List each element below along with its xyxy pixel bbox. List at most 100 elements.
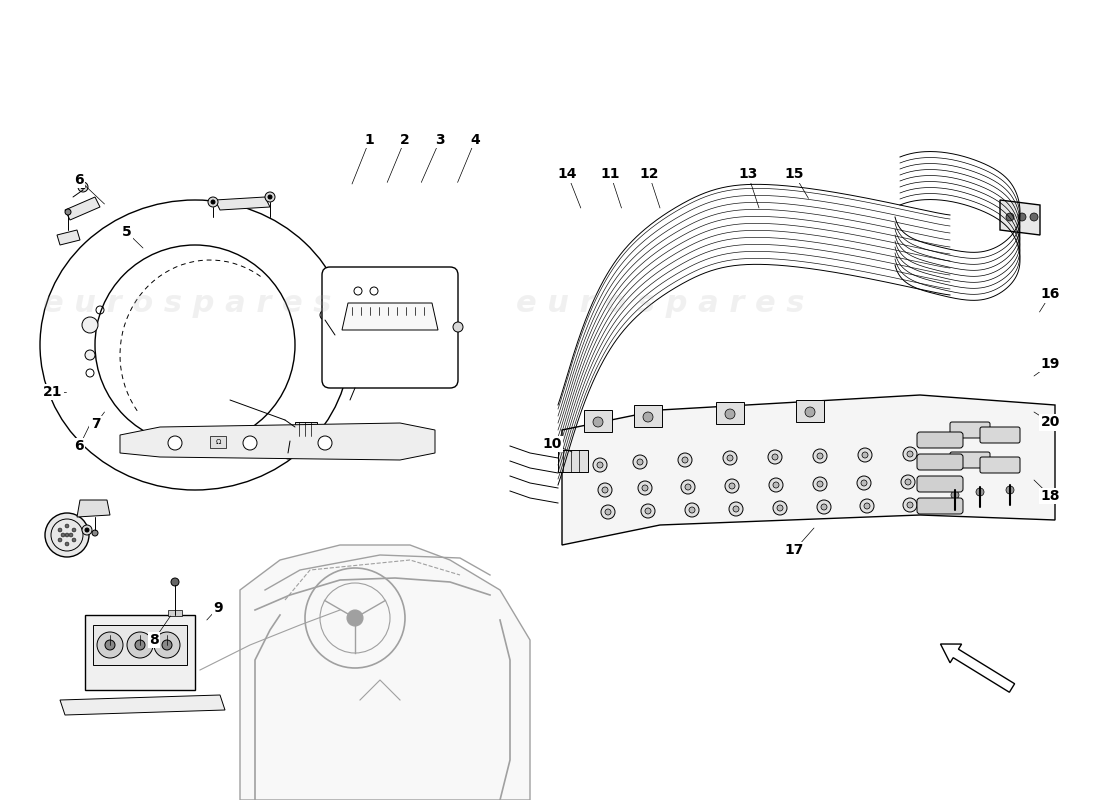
Circle shape (632, 455, 647, 469)
Polygon shape (60, 695, 226, 715)
Text: 1: 1 (365, 133, 374, 147)
Circle shape (65, 542, 69, 546)
Text: 5: 5 (122, 225, 131, 239)
Circle shape (208, 197, 218, 207)
Circle shape (769, 478, 783, 492)
Circle shape (95, 245, 295, 445)
Circle shape (593, 417, 603, 427)
Circle shape (821, 504, 827, 510)
Circle shape (862, 452, 868, 458)
Bar (558, 450, 589, 472)
Circle shape (681, 480, 695, 494)
Circle shape (81, 185, 85, 189)
Circle shape (817, 481, 823, 487)
Circle shape (725, 479, 739, 493)
Circle shape (642, 485, 648, 491)
Bar (94, 625, 187, 665)
Circle shape (772, 454, 778, 460)
Circle shape (104, 640, 116, 650)
Circle shape (58, 528, 62, 532)
Text: e u r o s p a r e s: e u r o s p a r e s (516, 290, 804, 318)
Circle shape (60, 533, 65, 537)
Bar (634, 405, 662, 427)
Circle shape (817, 453, 823, 459)
Text: Ω: Ω (216, 439, 221, 445)
Circle shape (1006, 213, 1014, 221)
Circle shape (638, 481, 652, 495)
Circle shape (858, 448, 872, 462)
Text: 13: 13 (738, 167, 758, 182)
Circle shape (645, 508, 651, 514)
Circle shape (773, 501, 786, 515)
Circle shape (725, 409, 735, 419)
Circle shape (857, 476, 871, 490)
Bar (295, 422, 317, 436)
Circle shape (901, 475, 915, 489)
Circle shape (168, 436, 182, 450)
Text: 4: 4 (471, 133, 480, 147)
Circle shape (65, 533, 69, 537)
Circle shape (733, 506, 739, 512)
Circle shape (685, 484, 691, 490)
Polygon shape (65, 197, 100, 220)
FancyBboxPatch shape (980, 427, 1020, 443)
Circle shape (689, 507, 695, 513)
Text: 7: 7 (91, 417, 100, 431)
Circle shape (265, 192, 275, 202)
Circle shape (320, 310, 330, 320)
Circle shape (453, 322, 463, 332)
Circle shape (723, 451, 737, 465)
Circle shape (601, 505, 615, 519)
Polygon shape (1000, 200, 1040, 235)
Circle shape (903, 447, 917, 461)
Circle shape (864, 503, 870, 509)
Polygon shape (77, 500, 110, 517)
Circle shape (97, 632, 123, 658)
FancyBboxPatch shape (917, 454, 962, 470)
Circle shape (644, 412, 653, 422)
Circle shape (126, 632, 153, 658)
Circle shape (69, 533, 73, 537)
Text: 11: 11 (601, 167, 620, 182)
Circle shape (598, 483, 612, 497)
Ellipse shape (40, 200, 350, 490)
Text: 17: 17 (784, 543, 804, 558)
Circle shape (170, 578, 179, 586)
Text: e u r o s p a r e s: e u r o s p a r e s (43, 290, 331, 318)
Circle shape (685, 503, 698, 517)
Circle shape (908, 502, 913, 508)
FancyArrow shape (940, 644, 1014, 692)
Polygon shape (342, 303, 438, 330)
Text: 12: 12 (639, 167, 659, 182)
Circle shape (243, 436, 257, 450)
Circle shape (162, 640, 172, 650)
Circle shape (952, 491, 959, 499)
Circle shape (908, 451, 913, 457)
Polygon shape (120, 423, 434, 460)
Circle shape (331, 334, 339, 342)
Circle shape (78, 182, 88, 192)
Circle shape (82, 525, 92, 535)
Bar (796, 400, 824, 422)
Text: 21: 21 (43, 385, 63, 399)
Polygon shape (240, 545, 530, 800)
Circle shape (318, 436, 332, 450)
Circle shape (1006, 486, 1014, 494)
Circle shape (286, 433, 294, 441)
Bar (716, 402, 744, 424)
Circle shape (597, 462, 603, 468)
Circle shape (65, 209, 72, 215)
Circle shape (602, 487, 608, 493)
Circle shape (678, 453, 692, 467)
Circle shape (85, 350, 95, 360)
Bar (168, 610, 182, 616)
Circle shape (72, 528, 76, 532)
Circle shape (92, 530, 98, 536)
Circle shape (805, 407, 815, 417)
Polygon shape (214, 197, 270, 210)
Text: 15: 15 (784, 167, 804, 182)
FancyBboxPatch shape (950, 422, 990, 438)
Circle shape (905, 479, 911, 485)
FancyBboxPatch shape (917, 476, 962, 492)
Circle shape (346, 610, 363, 626)
